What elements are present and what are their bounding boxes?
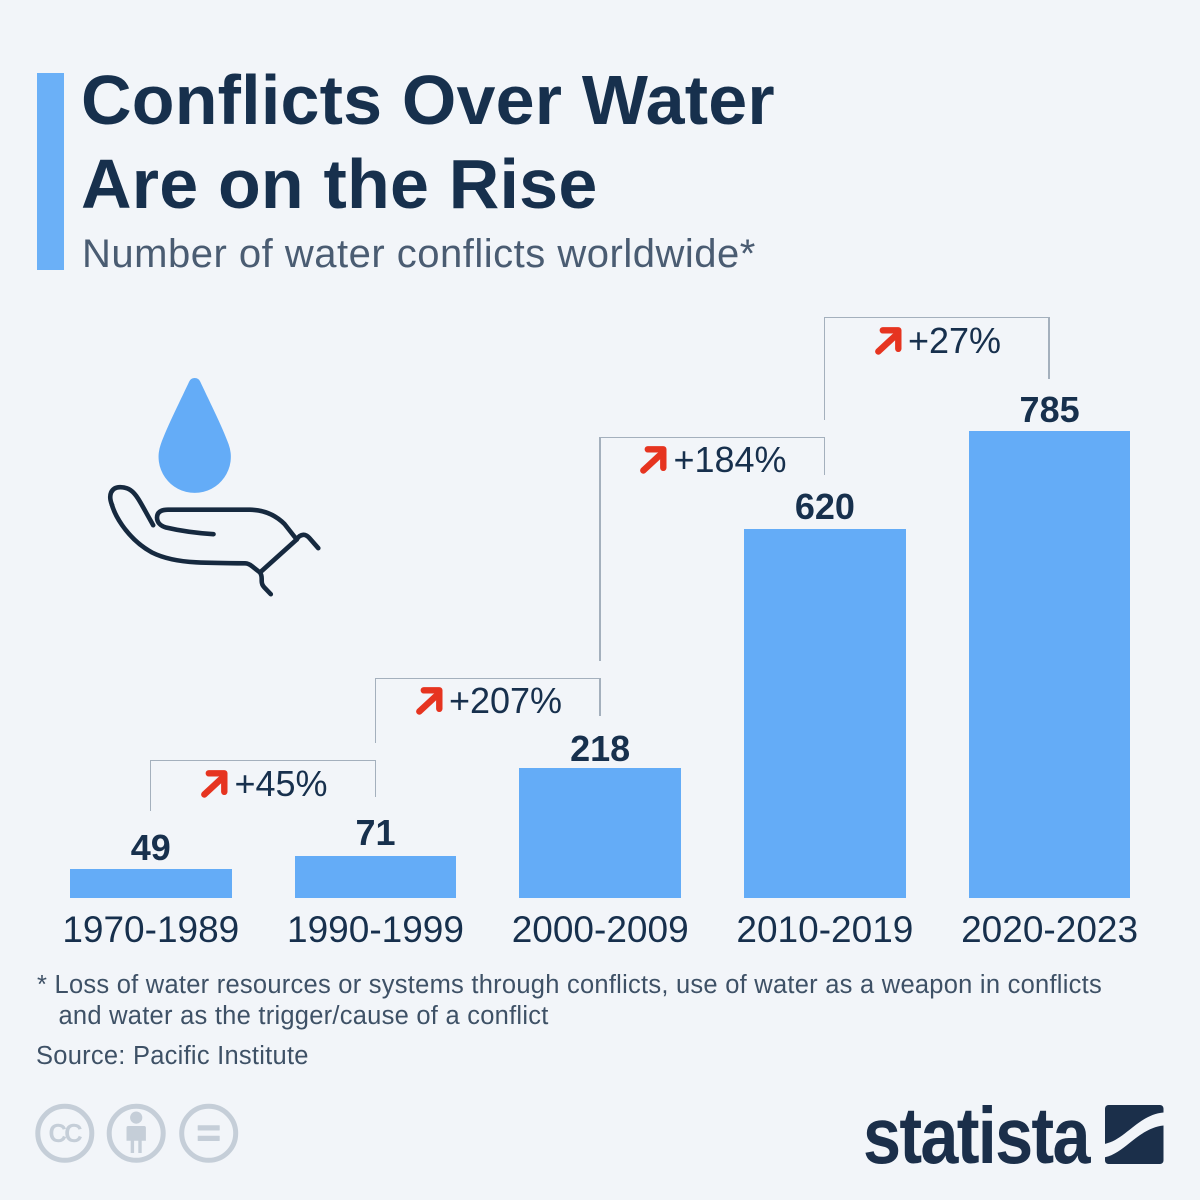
svg-text:CC: CC	[48, 1120, 82, 1148]
